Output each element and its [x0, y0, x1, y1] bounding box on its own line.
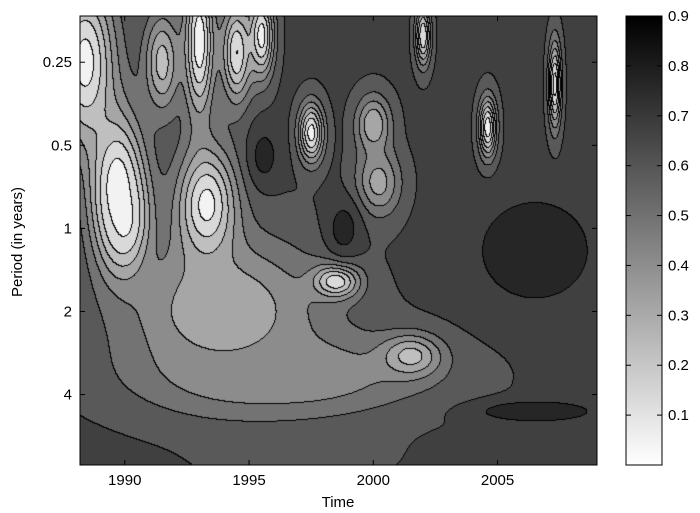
colorbar-tick-label: 0.9	[668, 8, 689, 25]
plot-frame	[79, 15, 598, 466]
y-tick-label: 4	[64, 387, 72, 404]
coherence-field	[80, 16, 597, 465]
colorbar-ticks: 0.1 0.2 0.3 0.4 0.5 0.6 0.7 0.8 0.9	[626, 8, 689, 424]
colorbar-tick-label: 0.5	[668, 208, 689, 225]
colorbar-tick-label: 0.8	[668, 58, 689, 75]
colorbar-tick-label: 0.7	[668, 108, 689, 125]
colorbar-tick-label: 0.1	[668, 407, 689, 424]
x-axis: 1990 1995 2000 2005	[108, 16, 514, 489]
x-tick-label: 1995	[232, 472, 265, 489]
x-tick-label: 2000	[357, 472, 390, 489]
colorbar-tick-label: 0.6	[668, 158, 689, 175]
colorbar-tick-label: 0.2	[668, 357, 689, 374]
y-tick-label: 0.25	[43, 54, 72, 71]
x-tick-label: 1990	[108, 472, 141, 489]
y-tick-label: 0.5	[51, 137, 72, 154]
colorbar-tick-label: 0.3	[668, 307, 689, 324]
x-tick-label: 2005	[481, 472, 514, 489]
y-tick-label: 2	[64, 303, 72, 320]
colorbar: 0.1 0.2 0.3 0.4 0.5 0.6 0.7 0.8 0.9	[625, 8, 689, 466]
x-axis-title: Time	[322, 494, 355, 511]
y-tick-label: 1	[64, 220, 72, 237]
y-axis-title: Period (in years)	[9, 187, 26, 297]
plot-area	[79, 15, 598, 466]
colorbar-gradient	[625, 15, 663, 466]
y-axis: 0.25 0.5 1 2 4	[43, 54, 597, 404]
colorbar-tick-label: 0.4	[668, 257, 689, 274]
